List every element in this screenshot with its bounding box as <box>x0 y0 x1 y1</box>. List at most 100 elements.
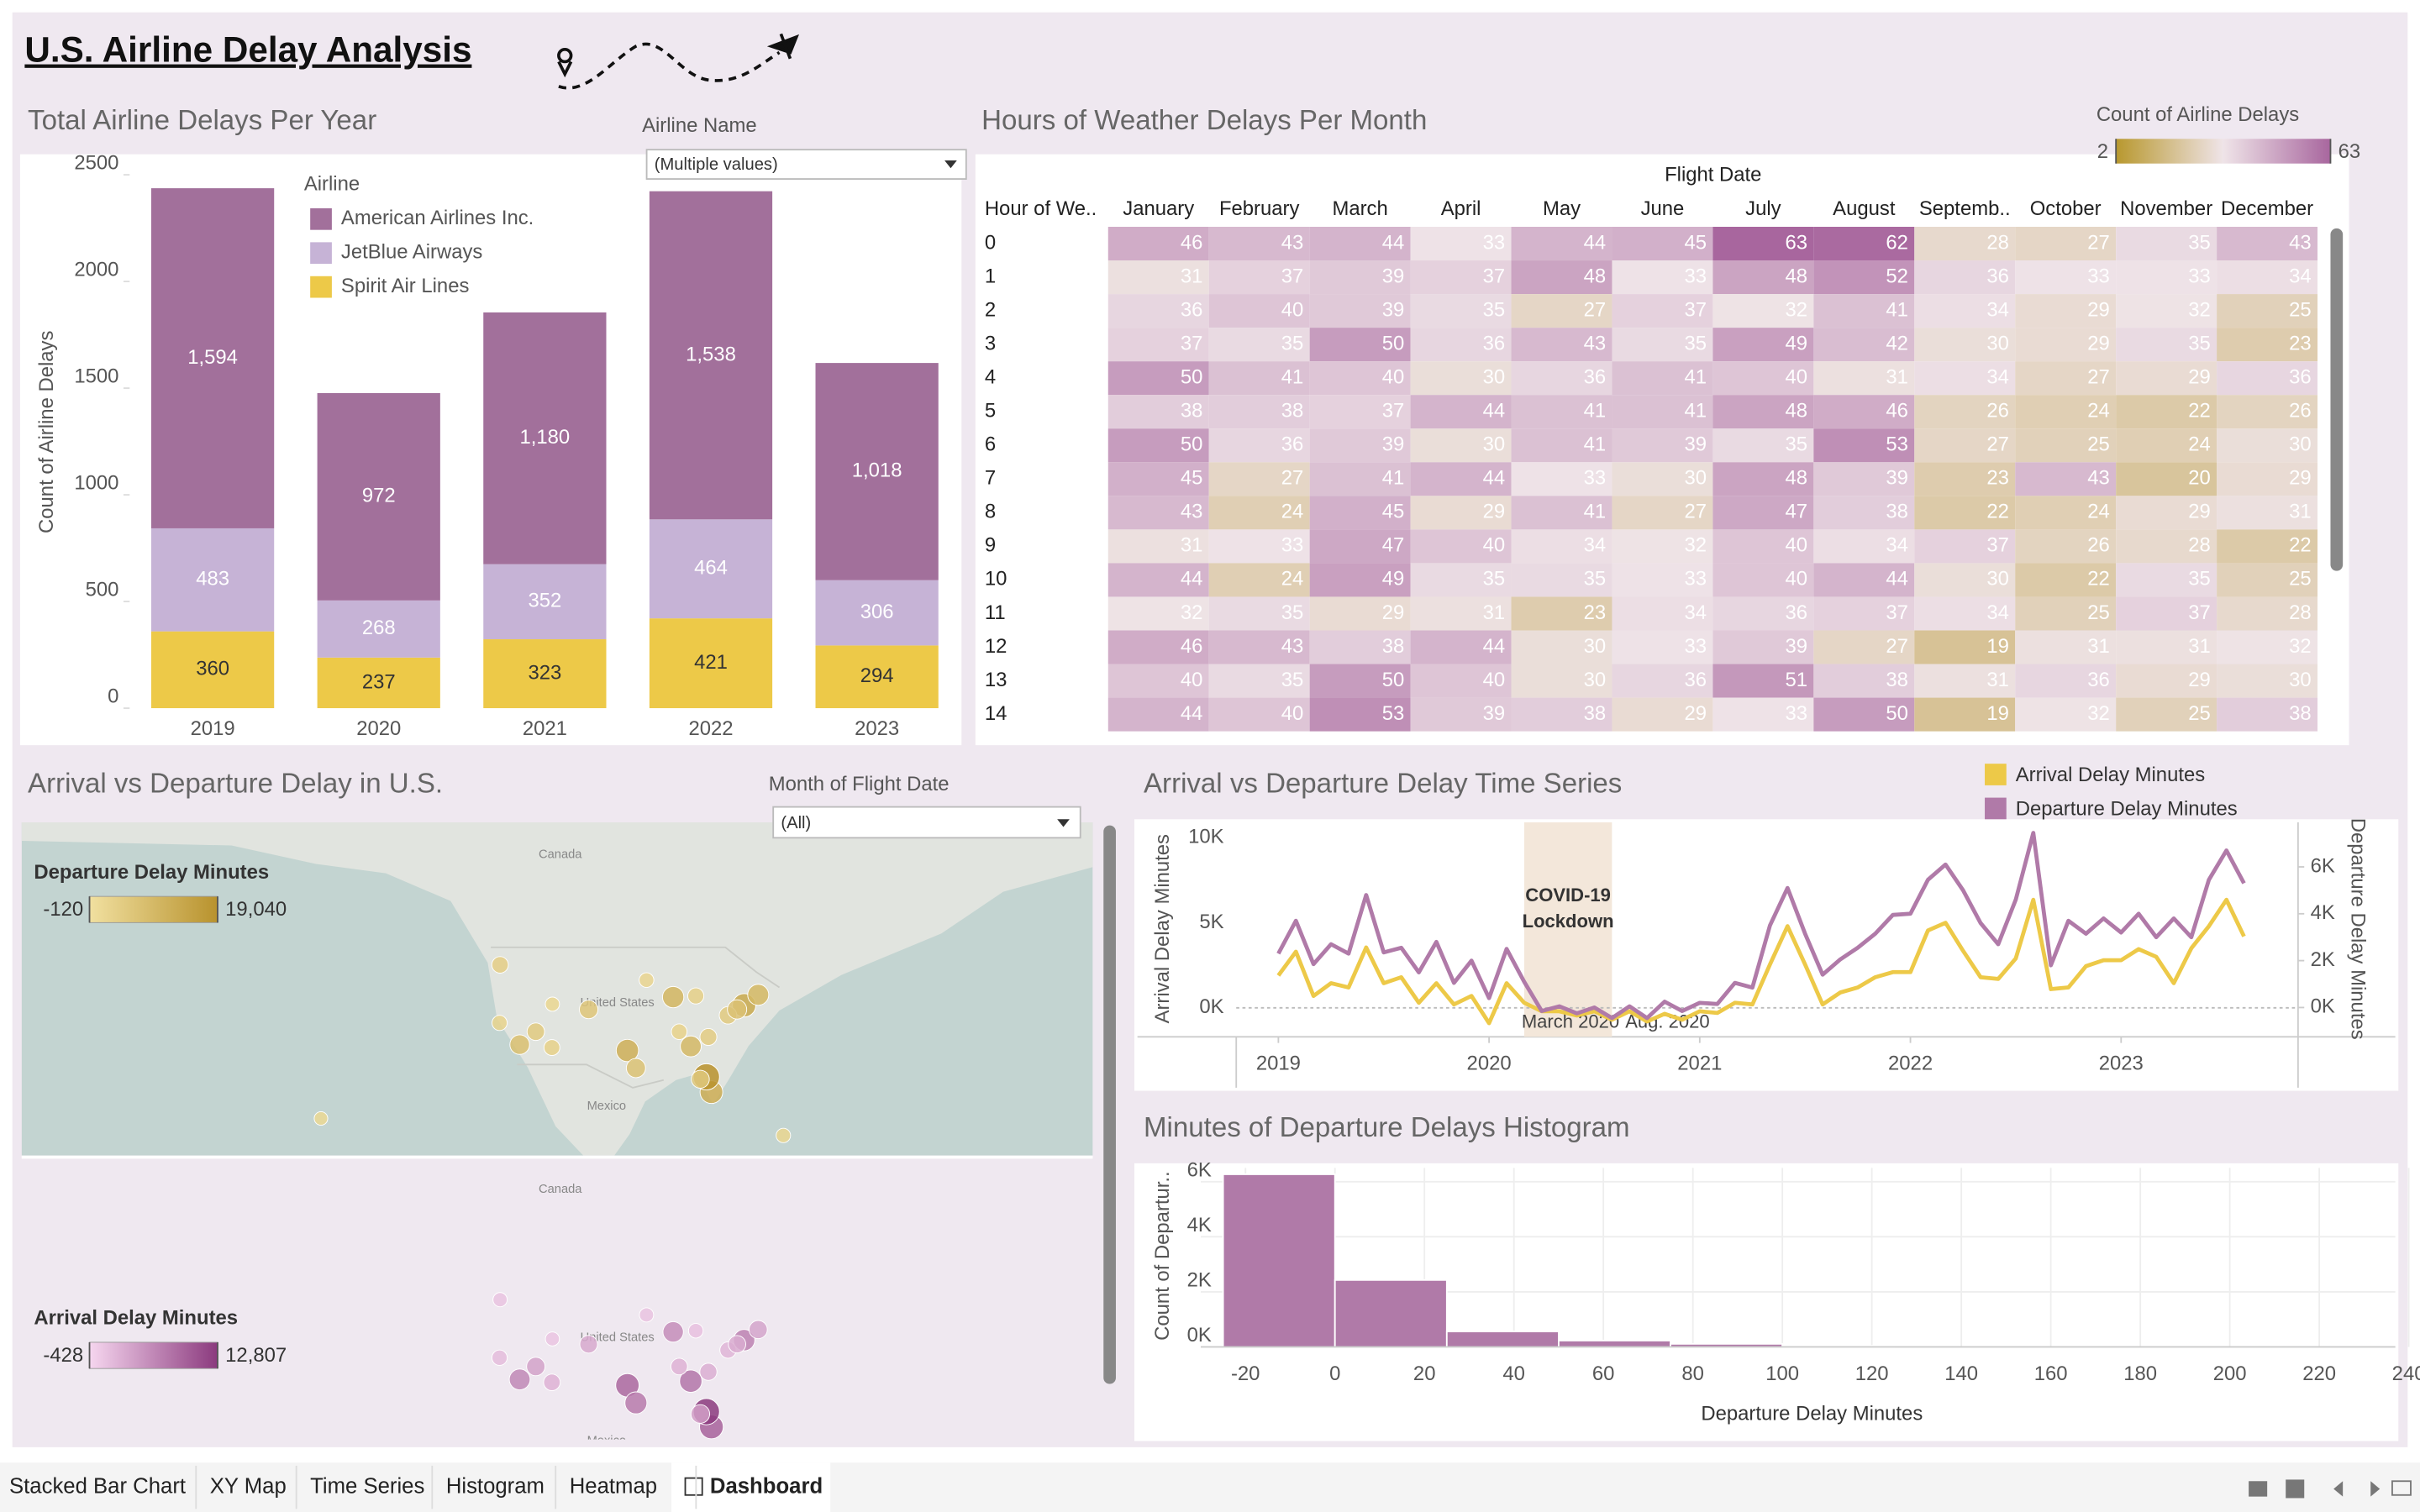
cell-label: 32 <box>1181 601 1203 624</box>
heatmap-cell <box>1107 328 1209 362</box>
dropdown-arrow[interactable] <box>944 160 957 169</box>
heatmap-cell <box>1914 496 2016 530</box>
place-label: Canada <box>539 1183 582 1196</box>
x-tick-label: 2022 <box>1888 1053 1933 1075</box>
heatmap-cell <box>1410 596 1512 631</box>
heatmap-cell <box>1208 395 1310 429</box>
heatmap-cell <box>1813 596 1915 631</box>
cell-label: 30 <box>1483 365 1506 388</box>
heatmap-cell <box>2116 294 2217 328</box>
cell-label: 27 <box>1584 298 1607 321</box>
y-tick-label: 1000 <box>74 472 118 495</box>
cell-label: 24 <box>2087 501 2110 523</box>
column-header: April <box>1441 197 1481 220</box>
x-tick-label: 2019 <box>191 717 235 740</box>
scrollbar[interactable] <box>1103 825 1116 1384</box>
tab[interactable]: Time Series <box>310 1474 424 1498</box>
cell-label: 27 <box>1886 635 1908 658</box>
data-label: 421 <box>694 651 728 674</box>
filter-dropdown[interactable] <box>645 149 967 180</box>
heatmap-cell <box>1410 227 1512 261</box>
heatmap-cell <box>1511 563 1612 597</box>
heatmap-cell <box>1914 630 2016 664</box>
heatmap-cell <box>1410 294 1512 328</box>
legend-swatch <box>1985 764 2007 785</box>
heatmap-cell <box>1511 227 1612 261</box>
cell-label: 50 <box>1886 702 1908 725</box>
filter-dropdown[interactable] <box>772 806 1081 839</box>
heatmap-cell <box>1712 260 1814 295</box>
row-label: 8 <box>985 501 996 523</box>
tab[interactable]: Histogram <box>446 1474 544 1498</box>
bar-segment <box>815 580 939 646</box>
map-point <box>662 1321 684 1343</box>
heatmap-cell <box>2015 596 2117 631</box>
y-axis-title: Count of Departur.. <box>1151 1171 1174 1341</box>
heatmap-cell <box>1208 462 1310 496</box>
heatmap-cell <box>2015 529 2117 564</box>
heatmap-cell <box>1813 328 1915 362</box>
x-axis-title: Departure Delay Minutes <box>1701 1403 1923 1425</box>
map-point <box>749 1320 768 1340</box>
cell-label: 30 <box>1986 332 2009 354</box>
cell-label: 37 <box>1986 534 2009 557</box>
cell-label: 62 <box>1886 231 1908 254</box>
cell-label: 43 <box>2087 467 2110 490</box>
heatmap-cell <box>1309 596 1411 631</box>
cell-label: 32 <box>1785 298 1807 321</box>
color-legend <box>2116 139 2331 164</box>
cell-label: 35 <box>1483 568 1506 591</box>
cell-label: 49 <box>1382 568 1405 591</box>
x-tick-label: 2023 <box>2099 1053 2144 1075</box>
tab[interactable]: Heatmap <box>570 1474 657 1498</box>
heatmap-cells: 0 46 43 44 33 44 45 63 62 28 27 35 431 31 37 39 37 48 33 48… <box>985 227 2318 732</box>
cell-label: 44 <box>1886 568 1908 591</box>
filter-label: Airline Name <box>642 114 757 137</box>
cell-label: 41 <box>1382 467 1405 490</box>
row-label: 6 <box>985 433 996 456</box>
tab[interactable]: Dashboard <box>710 1474 823 1498</box>
y2-axis-title: Departure Delay Minutes <box>2346 818 2369 1040</box>
map-point <box>680 1035 702 1058</box>
cell-label: 47 <box>1785 501 1807 523</box>
legend-label: Spirit Air Lines <box>341 275 470 297</box>
heatmap-cell <box>1712 462 1814 496</box>
cell-label: 37 <box>1483 265 1506 287</box>
cell-label: 50 <box>1181 433 1203 456</box>
heatmap-cell <box>1107 294 1209 328</box>
cell-label: 27 <box>1685 501 1707 523</box>
tab[interactable]: XY Map <box>210 1474 287 1498</box>
map-point <box>728 1335 746 1354</box>
cell-label: 31 <box>2188 635 2211 658</box>
dropdown-arrow[interactable] <box>1057 819 1070 827</box>
cell-label: 38 <box>1281 400 1304 423</box>
cell-label: 38 <box>1886 669 1908 691</box>
heatmap-cell <box>1208 496 1310 530</box>
heatmap-cell <box>1914 227 2016 261</box>
cell-label: 29 <box>2087 332 2110 354</box>
cell-label: 38 <box>1382 635 1405 658</box>
legend-swatch <box>310 242 332 265</box>
map-divider <box>21 1155 1093 1159</box>
heatmap-cell <box>1813 294 1915 328</box>
heatmap-cell <box>1309 361 1411 396</box>
legend-label: American Airlines Inc. <box>341 207 534 229</box>
scrollbar[interactable] <box>2330 228 2344 571</box>
heatmap-cell <box>1511 630 1612 664</box>
heatmap-cell <box>1712 529 1814 564</box>
heatmap-cell <box>1309 563 1411 597</box>
heatmap-cell <box>1612 563 1713 597</box>
heatmap-cell <box>2217 630 2318 664</box>
cell-label: 29 <box>2188 669 2211 691</box>
heatmap-cell <box>1208 428 1310 463</box>
cell-label: 48 <box>1785 400 1807 423</box>
chart-title: Arrival vs Departure Delay in U.S. <box>28 769 443 800</box>
tab[interactable]: Stacked Bar Chart <box>9 1474 186 1498</box>
heatmap-cell <box>1914 697 2016 732</box>
map-point <box>679 1369 702 1393</box>
tab-bar <box>0 1462 2420 1512</box>
cell-label: 25 <box>2087 433 2110 456</box>
cell-label: 34 <box>2289 265 2312 287</box>
map-point <box>727 999 748 1020</box>
